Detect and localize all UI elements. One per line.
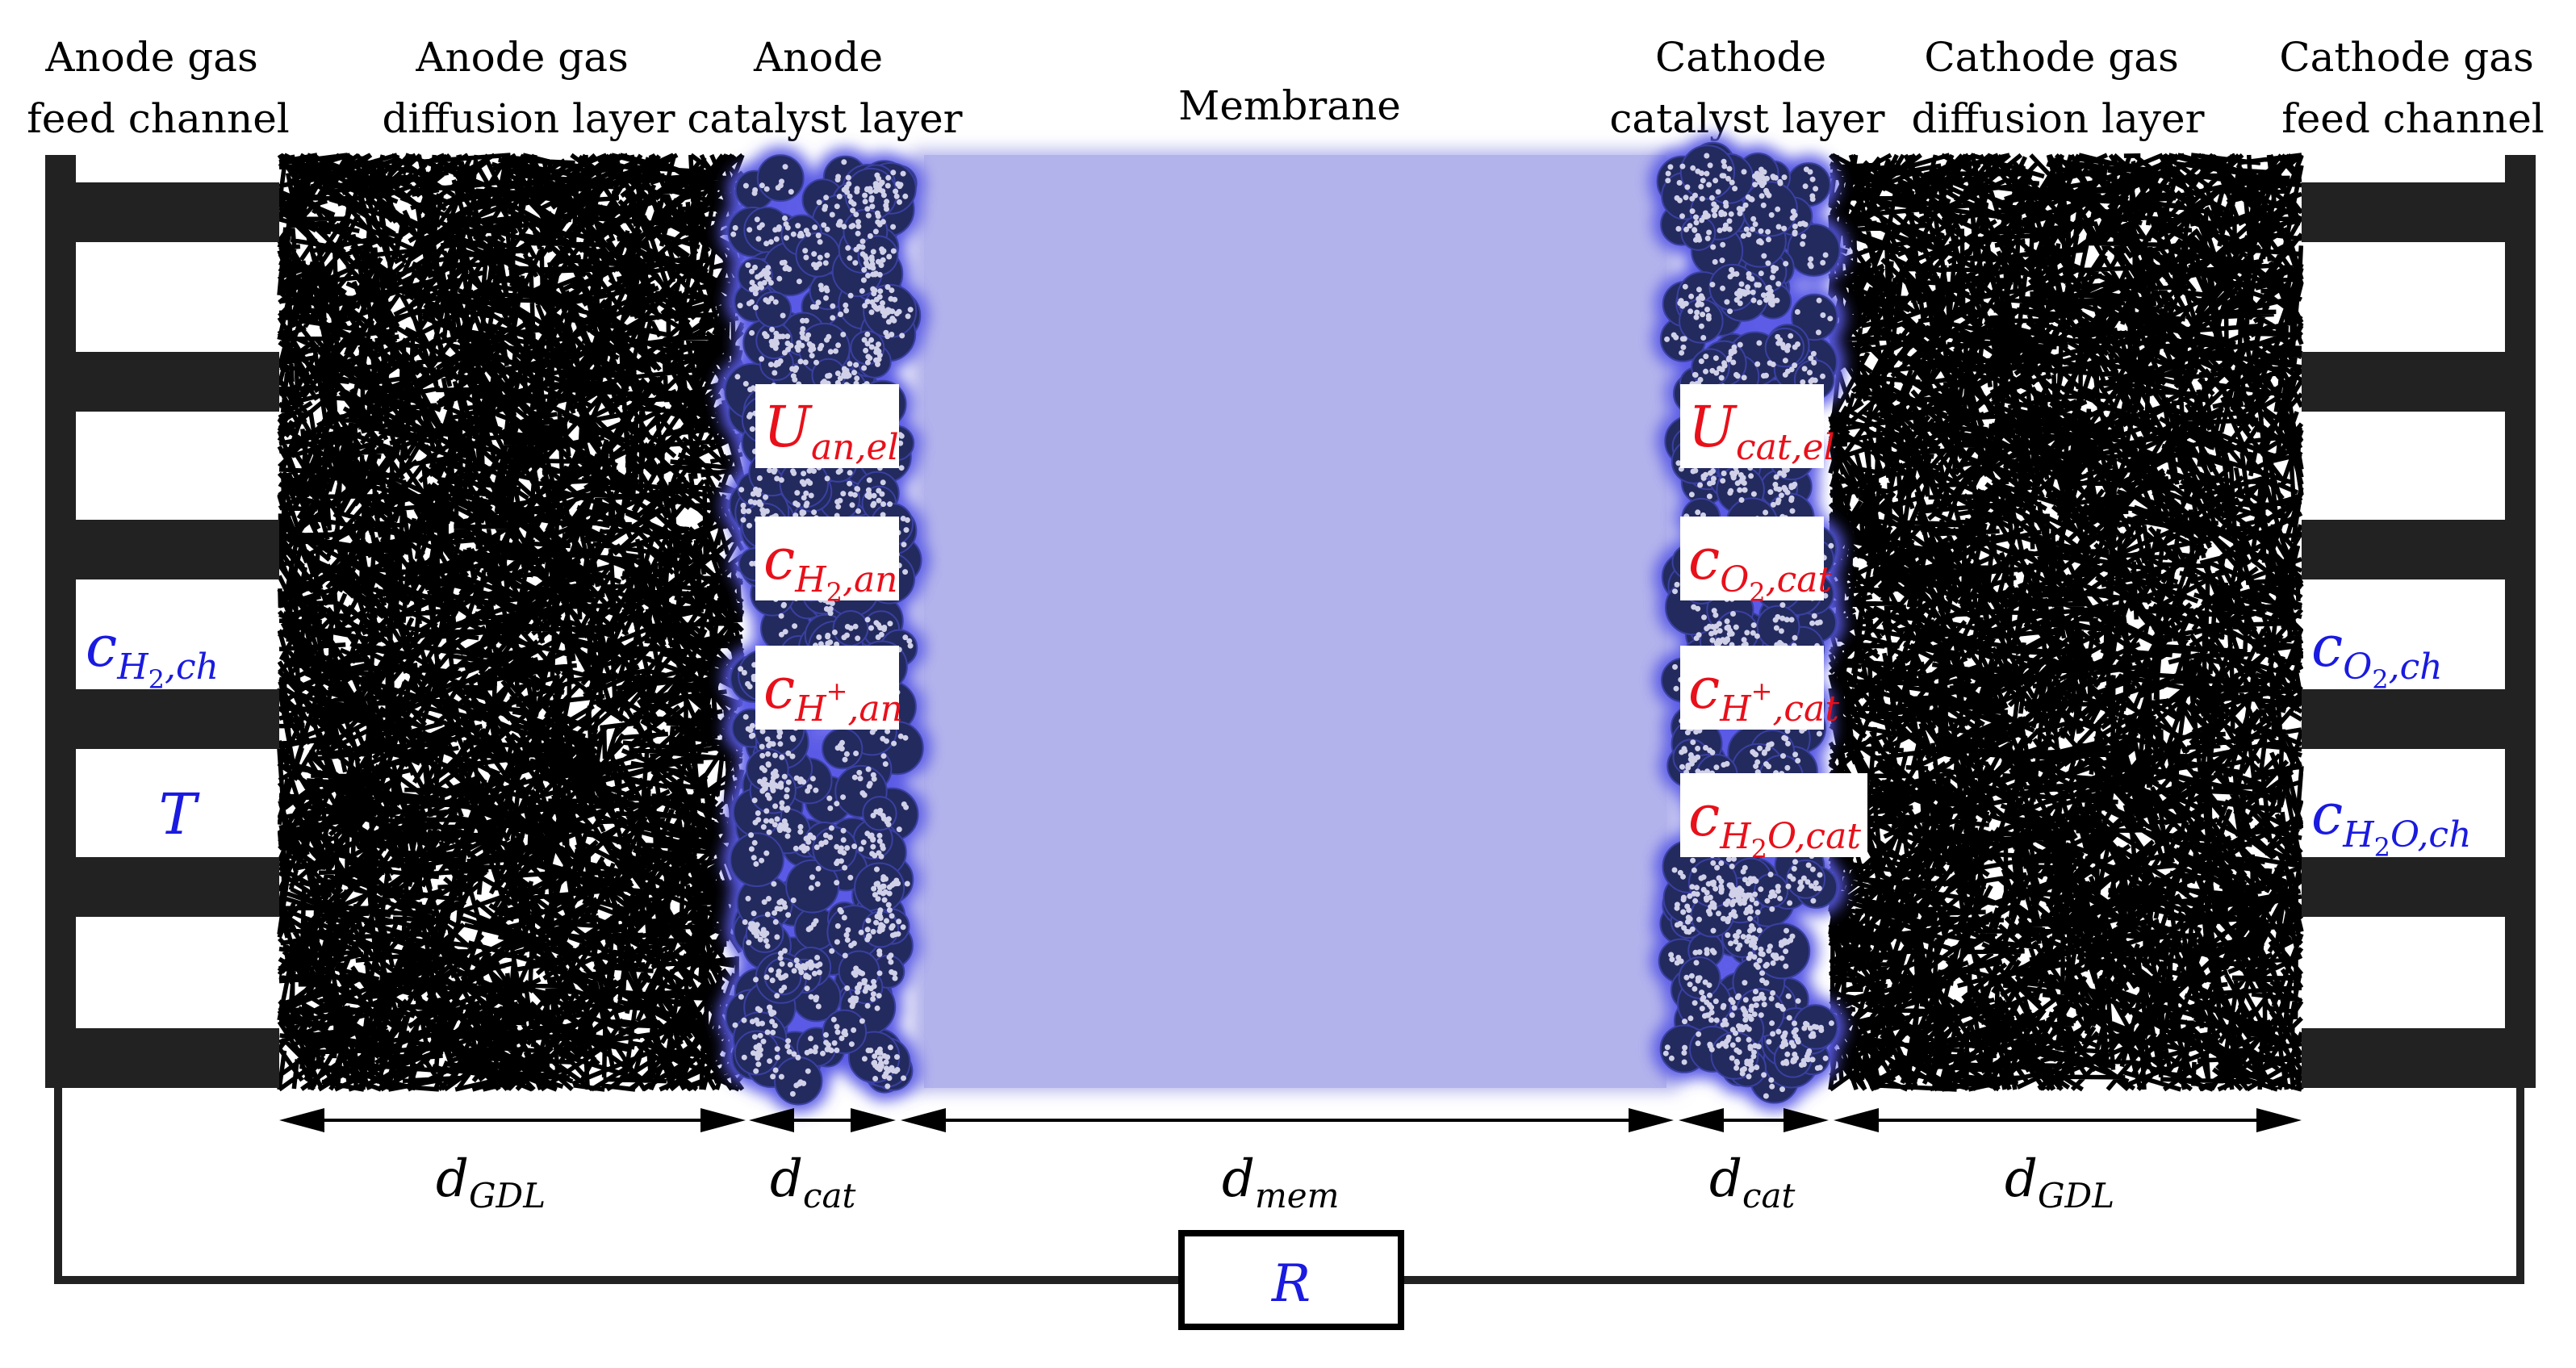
variable-label-text: cH2O,cat [1688, 783, 1861, 864]
variable-label-text: cH+,cat [1688, 655, 1839, 730]
variable-label-box [77, 604, 278, 688]
variable-label-text: cH2,an [763, 526, 898, 608]
anode-rib [45, 520, 279, 579]
gdl-carbon-fibers [277, 153, 745, 1092]
cathode-rib [2302, 1028, 2536, 1088]
variable-label-box [2303, 604, 2505, 688]
dimension-arrow-head [700, 1108, 746, 1132]
cathode-h2o-concentration-label: cH2O,cat [1680, 773, 1867, 864]
catalyst-particle [730, 832, 784, 888]
cathode-catalyst-layer [1649, 134, 1848, 1111]
anode-rib [45, 857, 279, 917]
platinum-dots [730, 159, 914, 1097]
cathode-rib [2302, 857, 2536, 917]
dimension-label-membrane: dmem [1222, 1149, 1339, 1215]
layer-headers: Anode gas feed channel Anode gas diffusi… [27, 34, 2546, 142]
variable-label-text: cO2,ch [2311, 613, 2443, 695]
variable-label-text: Ucat,el [1688, 394, 1835, 468]
state-variable-labels: Uan,el cH2,an cH+,an Ucat,el cO2,cat cH+,cat c… [77, 384, 2505, 864]
anode-rib [45, 689, 279, 749]
anode-current-collector [45, 155, 76, 1088]
cathode-current-collector [2505, 155, 2536, 1088]
dimension-arrows [279, 1108, 2302, 1132]
membrane [912, 150, 1679, 1091]
variable-label-box [1680, 517, 1824, 600]
dimension-arrow-head [749, 1108, 794, 1132]
cathode-gas-diffusion-layer [1828, 153, 2304, 1092]
dimension-arrow-head [279, 1108, 324, 1132]
variable-label-text: cH2O,ch [2311, 781, 2471, 863]
variable-label-box [1680, 384, 1824, 468]
anode-flow-field [45, 155, 279, 1088]
dimension-arrow-head [901, 1108, 946, 1132]
cathode-rib [2302, 520, 2536, 579]
catalyst-particle [1791, 293, 1838, 341]
anode-catalyst-layer [717, 147, 931, 1113]
cathode-o2-concentration-label: cO2,cat [1680, 517, 1833, 608]
dimension-arrow-head [1629, 1108, 1674, 1132]
variable-label-box [755, 384, 899, 468]
temperature-label: T [77, 772, 278, 856]
dimension-arrow-head [1784, 1108, 1829, 1132]
variable-label-box [1680, 646, 1824, 730]
variable-label-text: cH2,ch [86, 613, 219, 695]
header-cathode-catalyst: Cathode catalyst layer [1609, 34, 1884, 142]
variable-label-text: T [159, 781, 200, 847]
dimension-arrow-head [1834, 1108, 1879, 1132]
channel-h2-concentration-label: cH2,ch [77, 604, 278, 695]
dimension-label-cat-left: dcat [770, 1149, 856, 1215]
variable-label-box [1680, 773, 1867, 857]
header-cathode-gdl: Cathode gas diffusion layer [1911, 34, 2204, 142]
anode-rib [45, 1028, 279, 1088]
cathode-flow-field [2302, 155, 2536, 1088]
variable-label-box [755, 646, 899, 730]
header-cathode-channel: Cathode gas feed channel [2279, 34, 2546, 142]
dimension-label-gdl-right: dGDL [2005, 1149, 2114, 1215]
catalyst-particle [756, 154, 805, 203]
circuit-wire-left [54, 1088, 1180, 1284]
variable-label-box [77, 772, 278, 856]
cathode-rib [2302, 352, 2536, 412]
header-anode-gdl: Anode gas diffusion layer [382, 34, 675, 142]
anode-rib [45, 182, 279, 242]
membrane-body [924, 155, 1666, 1088]
channel-o2-concentration-label: cO2,ch [2303, 604, 2505, 695]
variable-label-text: Uan,el [763, 394, 899, 468]
cathode-potential-label: Ucat,el [1680, 384, 1835, 468]
anode-proton-concentration-label: cH+,an [755, 646, 903, 730]
variable-label-text: cO2,cat [1688, 526, 1833, 608]
variable-label-box [755, 517, 899, 600]
dimension-arrow-head [1679, 1108, 1724, 1132]
header-anode-catalyst: Anode catalyst layer [687, 34, 962, 142]
anode-potential-label: Uan,el [755, 384, 899, 468]
resistor-box [1178, 1230, 1404, 1330]
cathode-proton-concentration-label: cH+,cat [1680, 646, 1839, 730]
cathode-rib [2302, 689, 2536, 749]
anode-h2-concentration-label: cH2,an [755, 517, 899, 608]
anode-gas-diffusion-layer [277, 153, 745, 1092]
cathode-rib [2302, 182, 2536, 242]
dimension-arrow-head [851, 1108, 896, 1132]
anode-rib [45, 352, 279, 412]
dimension-labels: dGDL dcat dmem dcat dGDL [436, 1149, 2114, 1215]
external-circuit [54, 1088, 2524, 1330]
dimension-label-gdl-left: dGDL [436, 1149, 546, 1215]
resistor-label: R [1271, 1254, 1311, 1314]
dimension-label-cat-right: dcat [1709, 1149, 1796, 1215]
gdl-carbon-fibers [1828, 153, 2304, 1092]
channel-h2o-concentration-label: cH2O,ch [2303, 772, 2505, 863]
platinum-dots [1662, 153, 1834, 1099]
variable-label-box [2303, 772, 2505, 856]
header-membrane: Membrane [1178, 82, 1401, 129]
dimension-arrow-head [2256, 1108, 2302, 1132]
circuit-wire-right [1403, 1088, 2524, 1284]
variable-label-text: cH+,an [763, 655, 903, 730]
catalyst-particle [1708, 263, 1757, 312]
header-anode-channel: Anode gas feed channel [27, 34, 290, 142]
